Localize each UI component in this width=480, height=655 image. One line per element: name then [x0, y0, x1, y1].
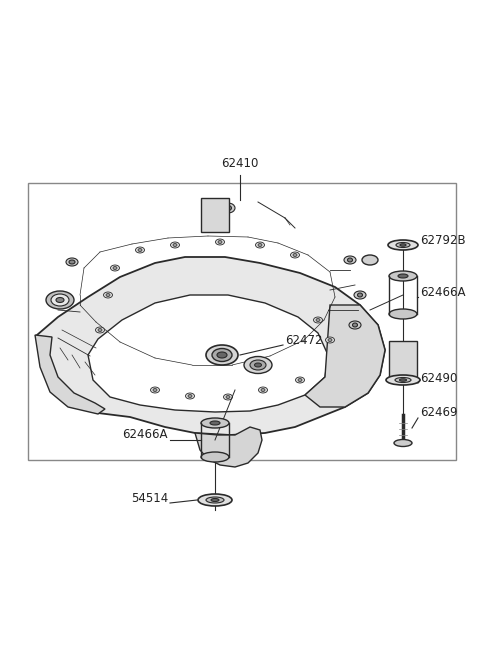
- Ellipse shape: [396, 242, 410, 248]
- Ellipse shape: [290, 252, 300, 258]
- Ellipse shape: [362, 255, 378, 265]
- Ellipse shape: [221, 203, 235, 213]
- Ellipse shape: [51, 294, 69, 306]
- Ellipse shape: [344, 256, 356, 264]
- Text: 62792B: 62792B: [420, 233, 466, 246]
- Ellipse shape: [106, 293, 110, 297]
- Ellipse shape: [354, 291, 366, 299]
- Ellipse shape: [244, 356, 272, 373]
- Ellipse shape: [394, 440, 412, 447]
- Ellipse shape: [389, 271, 417, 281]
- Ellipse shape: [96, 327, 105, 333]
- Ellipse shape: [386, 375, 420, 385]
- Ellipse shape: [153, 388, 157, 392]
- Ellipse shape: [206, 345, 238, 365]
- Polygon shape: [305, 305, 385, 407]
- Polygon shape: [389, 341, 417, 379]
- Ellipse shape: [348, 258, 352, 262]
- Ellipse shape: [212, 348, 232, 362]
- Polygon shape: [195, 427, 262, 467]
- Ellipse shape: [293, 253, 297, 257]
- Ellipse shape: [201, 452, 229, 462]
- Text: 62466A: 62466A: [420, 286, 466, 299]
- Ellipse shape: [151, 387, 159, 393]
- Text: 62466A: 62466A: [122, 428, 168, 441]
- Ellipse shape: [395, 377, 411, 383]
- Ellipse shape: [254, 363, 262, 367]
- Ellipse shape: [206, 497, 224, 503]
- Ellipse shape: [250, 360, 266, 370]
- Bar: [28, 183, 456, 460]
- Ellipse shape: [198, 494, 232, 506]
- Ellipse shape: [113, 267, 117, 269]
- Ellipse shape: [201, 418, 229, 428]
- Ellipse shape: [352, 323, 358, 327]
- Ellipse shape: [170, 242, 180, 248]
- Ellipse shape: [173, 244, 177, 246]
- Text: 62410: 62410: [221, 157, 259, 170]
- Ellipse shape: [226, 396, 230, 398]
- Ellipse shape: [211, 498, 219, 502]
- Ellipse shape: [389, 309, 417, 319]
- Ellipse shape: [46, 291, 74, 309]
- Ellipse shape: [138, 248, 142, 252]
- Ellipse shape: [358, 293, 362, 297]
- Polygon shape: [37, 257, 385, 435]
- Ellipse shape: [135, 247, 144, 253]
- Ellipse shape: [258, 244, 262, 246]
- Ellipse shape: [69, 260, 75, 264]
- Ellipse shape: [313, 317, 323, 323]
- Ellipse shape: [218, 240, 222, 244]
- Text: 62469: 62469: [420, 407, 457, 419]
- Ellipse shape: [316, 318, 320, 322]
- Ellipse shape: [255, 242, 264, 248]
- Ellipse shape: [216, 239, 225, 245]
- Ellipse shape: [66, 258, 78, 266]
- Ellipse shape: [217, 352, 227, 358]
- Ellipse shape: [110, 265, 120, 271]
- Ellipse shape: [388, 240, 418, 250]
- Ellipse shape: [298, 379, 302, 381]
- Ellipse shape: [399, 379, 407, 381]
- Polygon shape: [88, 295, 328, 412]
- Text: 54514: 54514: [131, 491, 168, 504]
- Ellipse shape: [325, 337, 335, 343]
- Ellipse shape: [56, 297, 64, 303]
- Ellipse shape: [349, 321, 361, 329]
- Ellipse shape: [328, 339, 332, 341]
- Ellipse shape: [98, 329, 102, 331]
- Ellipse shape: [400, 244, 406, 246]
- Ellipse shape: [225, 206, 231, 210]
- Ellipse shape: [261, 388, 265, 392]
- Text: 62490: 62490: [420, 371, 457, 384]
- Polygon shape: [201, 198, 229, 232]
- Ellipse shape: [185, 393, 194, 399]
- Ellipse shape: [296, 377, 304, 383]
- Ellipse shape: [188, 394, 192, 398]
- Text: 62472: 62472: [285, 333, 323, 346]
- Polygon shape: [35, 335, 105, 414]
- Ellipse shape: [224, 394, 232, 400]
- Ellipse shape: [259, 387, 267, 393]
- Ellipse shape: [104, 292, 112, 298]
- Ellipse shape: [210, 421, 220, 425]
- Ellipse shape: [398, 274, 408, 278]
